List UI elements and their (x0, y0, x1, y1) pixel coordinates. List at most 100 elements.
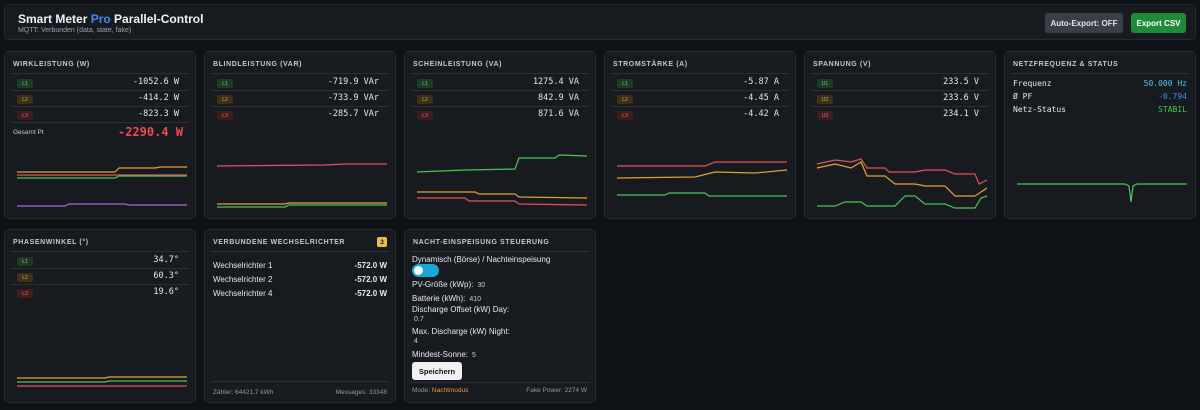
divider (11, 106, 189, 107)
save-button[interactable]: Speichern (412, 362, 462, 380)
phase-badge: L1 (417, 79, 433, 88)
inverter-name: Wechselrichter 4 (213, 289, 273, 298)
phase-badge: L2 (217, 95, 233, 104)
pv-size-input[interactable]: 30 (477, 282, 486, 289)
phase-angle-sparkline (17, 376, 187, 387)
phase-row-l1: L1 1275.4 VA (413, 77, 587, 91)
pv-size-label: PV-Größe (kWp): (412, 280, 474, 289)
mode-status-value: Nachtmodus (431, 387, 469, 394)
card-title: SPANNUNG (V) (813, 61, 872, 68)
phase-value: -4.42 A (743, 109, 779, 119)
card-title: WIRKLEISTUNG (W) (13, 61, 90, 68)
divider (611, 106, 789, 107)
night-mode-toggle[interactable] (412, 264, 439, 277)
divider (611, 90, 789, 91)
card-phasenwinkel: PHASENWINKEL (°) L1 34.7° L2 60.3° L3 19.6° (4, 229, 196, 403)
frequency-value: 50.000 Hz (1143, 79, 1187, 88)
inverter-row[interactable]: Wechselrichter 2 -572.0 W (213, 275, 387, 288)
phase-badge: L3 (617, 111, 633, 120)
offset-label: Discharge Offset (kW) Day: (412, 305, 510, 314)
inverter-power: -572.0 W (354, 275, 387, 284)
divider (1011, 73, 1189, 74)
min-sun-input[interactable]: 5 (472, 352, 476, 359)
phase-row-l3: L3 19.6° (13, 287, 187, 301)
phase-badge: L3 (417, 111, 433, 120)
phase-row-l1: L1 -1052.6 W (13, 77, 187, 91)
current-sparkline (616, 161, 788, 197)
grid-status-label: Netz-Status (1013, 105, 1066, 114)
inverter-power: -572.0 W (354, 289, 387, 298)
total-label: Gesamt Pt (13, 129, 44, 136)
divider (211, 90, 389, 91)
phase-value: 233.6 V (943, 93, 979, 103)
phase-value: 60.3° (153, 271, 179, 281)
card-title: VERBUNDENE WECHSELRICHTER (213, 239, 346, 246)
voltage-sparkline (816, 158, 988, 209)
card-title: SCHEINLEISTUNG (VA) (413, 61, 503, 68)
phase-value: 19.6° (153, 287, 179, 297)
card-scheinleistung: SCHEINLEISTUNG (VA) L1 1275.4 VA L2 842.9 … (404, 51, 596, 219)
inverter-row[interactable]: Wechselrichter 1 -572.0 W (213, 261, 387, 274)
export-csv-button[interactable]: Export CSV (1131, 13, 1186, 33)
phase-row-l2: L2 -733.9 VAr (213, 93, 387, 107)
phase-badge: L1 (17, 79, 33, 88)
phase-badge: L1 (17, 257, 33, 266)
phase-value: 871.6 VA (538, 109, 579, 119)
phase-row-l3: L3 -4.42 A (613, 109, 787, 123)
mode-status: Mode: Nachtmodus (412, 387, 468, 394)
card-title: STROMSTÄRKE (A) (613, 61, 688, 68)
phase-badge: U1 (817, 79, 833, 88)
reactive-sparkline (216, 163, 387, 208)
divider (211, 106, 389, 107)
card-wirkleistung: WIRKLEISTUNG (W) L1 -1052.6 W L2 -414.2 W … (4, 51, 196, 219)
divider (811, 90, 989, 91)
divider (410, 382, 590, 383)
pv-size-field: PV-Größe (kWp): 30 (412, 280, 485, 289)
divider (11, 122, 189, 123)
min-sun-field: Mindest-Sonne: 5 (412, 350, 476, 359)
inverter-power: -572.0 W (354, 261, 387, 270)
card-title: NACHT-EINSPEISUNG STEUERUNG (413, 239, 550, 246)
grid-status-row: Netz-Status STABIL (1013, 105, 1187, 118)
inverter-count-badge: 3 (377, 237, 387, 247)
phase-badge: L2 (17, 273, 33, 282)
inverter-row[interactable]: Wechselrichter 4 -572.0 W (213, 289, 387, 302)
divider (211, 73, 389, 74)
phase-row-l3: L3 -285.7 VAr (213, 109, 387, 123)
mode-label: Dynamisch (Börse) / Nachteinspeisung (412, 255, 551, 264)
divider (11, 73, 189, 74)
fake-power: Fake Power: 2274 W (526, 387, 587, 394)
phase-badge: L2 (617, 95, 633, 104)
offset-input[interactable]: 0.7 (414, 316, 424, 323)
power-factor-label: Ø PF (1013, 92, 1033, 101)
divider (11, 284, 189, 285)
phase-badge: L3 (17, 289, 33, 298)
phase-badge: L3 (217, 111, 233, 120)
phase-value: -5.87 A (743, 77, 779, 87)
divider (411, 251, 589, 252)
frequency-row: Frequenz 50.000 Hz (1013, 79, 1187, 92)
divider (211, 251, 389, 252)
battery-input[interactable]: 410 (469, 296, 482, 303)
phase-row-l1: L1 34.7° (13, 255, 187, 269)
divider (11, 251, 189, 252)
battery-field: Batterie (kWh): 410 (412, 294, 481, 303)
frequency-label: Frequenz (1013, 79, 1052, 88)
phase-badge: L3 (17, 111, 33, 120)
divider (11, 90, 189, 91)
phase-badge: U3 (817, 111, 833, 120)
phase-value: 233.5 V (943, 77, 979, 87)
inverter-name: Wechselrichter 2 (213, 275, 273, 284)
phase-row-l2: L2 -4.45 A (613, 93, 787, 107)
phase-badge: L2 (17, 95, 33, 104)
divider (411, 73, 589, 74)
voltage-row-u2: U2 233.6 V (813, 93, 987, 107)
phase-row-l2: L2 60.3° (13, 271, 187, 285)
phase-value: -4.45 A (743, 93, 779, 103)
max-discharge-input[interactable]: 4 (414, 338, 418, 345)
auto-export-button[interactable]: Auto-Export: OFF (1045, 13, 1123, 33)
phase-value: 234.1 V (943, 109, 979, 119)
voltage-row-u1: U1 233.5 V (813, 77, 987, 91)
phase-badge: U2 (817, 95, 833, 104)
card-blindleistung: BLINDLEISTUNG (VAR) L1 -719.9 VAr L2 -733.… (204, 51, 396, 219)
